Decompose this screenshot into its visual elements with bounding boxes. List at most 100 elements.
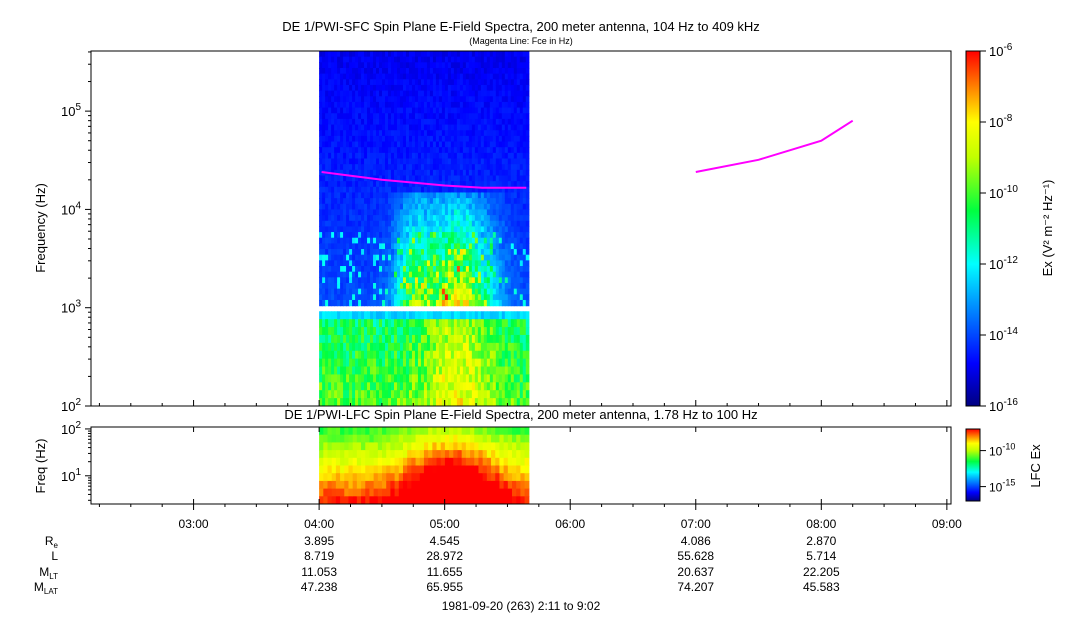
spectrogram-cell xyxy=(373,56,377,63)
spectrogram-cell xyxy=(522,215,527,222)
spectrogram-cell xyxy=(391,113,395,120)
spectrogram-cell xyxy=(417,342,422,352)
spectrogram-cell xyxy=(388,266,392,273)
spectrogram-cell xyxy=(408,135,413,143)
spectrogram-cell xyxy=(376,209,380,216)
spectrogram-cell xyxy=(444,427,450,436)
spectrogram-cell xyxy=(423,118,428,126)
spectrogram-cell xyxy=(349,271,353,278)
spectrogram-cell xyxy=(328,107,332,114)
spectrogram-cell xyxy=(385,398,389,406)
spectrogram-cell xyxy=(370,243,374,250)
spectrogram-cell xyxy=(465,90,470,97)
spectrogram-cell xyxy=(319,198,323,205)
spectrogram-cell xyxy=(373,319,377,328)
spectrogram-cell xyxy=(462,90,467,97)
spectrogram-cell xyxy=(504,358,509,368)
spectrogram-cell xyxy=(471,350,476,360)
spectrogram-cell xyxy=(483,350,488,360)
spectrogram-cell xyxy=(388,398,392,406)
spectrogram-cell xyxy=(429,175,434,182)
spectrogram-cell xyxy=(417,107,422,114)
spectrogram-cell xyxy=(331,79,335,86)
spectrogram-cell xyxy=(457,473,463,482)
spectrogram-cell xyxy=(358,141,362,148)
spectrogram-cell xyxy=(420,158,425,165)
spectrogram-cell xyxy=(435,169,440,177)
spectrogram-cell xyxy=(417,141,422,148)
spectrogram-cell xyxy=(501,101,506,109)
spectrogram-cell xyxy=(453,374,458,383)
spectrogram-cell xyxy=(420,62,425,69)
spectrogram-cell xyxy=(319,294,323,301)
spectrogram-cell xyxy=(441,73,446,80)
spectrogram-cell xyxy=(340,186,344,194)
spectrogram-cell xyxy=(426,243,431,250)
spectrogram-cell xyxy=(482,442,488,451)
spectrogram-cell xyxy=(417,175,422,182)
spectrogram-cell xyxy=(513,101,518,109)
spectrogram-cell xyxy=(492,249,497,256)
spectrogram-cell xyxy=(373,450,379,459)
spectrogram-cell xyxy=(456,249,461,256)
spectrogram-cell xyxy=(376,124,380,131)
spectrogram-cell xyxy=(376,299,380,307)
spectrogram-cell xyxy=(382,203,386,211)
spectrogram-cell xyxy=(399,254,404,261)
spectrogram-cell xyxy=(522,130,527,137)
spectrogram-cell xyxy=(426,107,431,114)
spectrogram-cell xyxy=(453,67,458,75)
spectrogram-cell xyxy=(450,181,455,188)
spectrogram-cell xyxy=(522,232,527,239)
spectrogram-cell xyxy=(450,243,455,250)
spectrogram-cell xyxy=(352,67,356,75)
spectrogram-cell xyxy=(462,203,467,211)
spectrogram-cell xyxy=(495,198,500,205)
spectrogram-cell xyxy=(426,175,431,182)
spectrogram-cell xyxy=(465,266,470,273)
spectrogram-cell xyxy=(486,84,491,92)
spectrogram-cell xyxy=(423,473,429,482)
spectrogram-cell xyxy=(334,67,338,75)
spectrogram-cell xyxy=(459,243,464,250)
spectrogram-cell xyxy=(337,198,341,205)
spectrogram-cell xyxy=(322,220,326,228)
spectrogram-cell xyxy=(331,215,335,222)
spectrogram-cell xyxy=(450,79,455,86)
spectrogram-cell xyxy=(382,67,386,75)
spectrogram-cell xyxy=(411,67,416,75)
spectrogram-cell xyxy=(438,237,443,244)
spectrogram-cell xyxy=(428,465,433,474)
spectrogram-cell xyxy=(470,450,475,459)
spectrogram-cell xyxy=(507,169,512,177)
spectrogram-cell xyxy=(429,101,434,109)
spectrogram-cell xyxy=(402,299,407,307)
spectrogram-cell xyxy=(358,73,362,80)
spectrogram-cell xyxy=(349,62,353,69)
spectrogram-cell xyxy=(322,209,326,216)
spectrogram-cell xyxy=(382,107,386,114)
spectrogram-cell xyxy=(519,398,524,406)
spectrogram-cell xyxy=(457,427,463,436)
spectrogram-cell xyxy=(399,277,404,284)
spectrogram-cell xyxy=(492,215,497,222)
spectrogram-cell xyxy=(367,124,371,131)
spectrogram-cell xyxy=(408,73,413,80)
spectrogram-cell xyxy=(468,56,473,63)
spectrogram-cell xyxy=(388,192,392,199)
spectrogram-cell xyxy=(450,350,455,360)
spectrogram-cell xyxy=(525,186,530,194)
spectrogram-cell xyxy=(402,56,407,63)
spectrogram-cell xyxy=(507,101,512,109)
spectrogram-cell xyxy=(319,158,323,165)
spectrogram-cell xyxy=(325,90,329,97)
spectrogram-cell xyxy=(352,90,356,97)
spectrogram-cell xyxy=(499,442,505,451)
spectrogram-cell xyxy=(328,198,332,205)
spectrogram-cell xyxy=(516,350,521,360)
spectrogram-cell xyxy=(480,390,485,399)
spectrogram-cell xyxy=(480,118,485,126)
spectrogram-cell xyxy=(432,51,437,58)
spectrogram-cell xyxy=(408,79,413,86)
spectrogram-cell xyxy=(457,480,463,490)
